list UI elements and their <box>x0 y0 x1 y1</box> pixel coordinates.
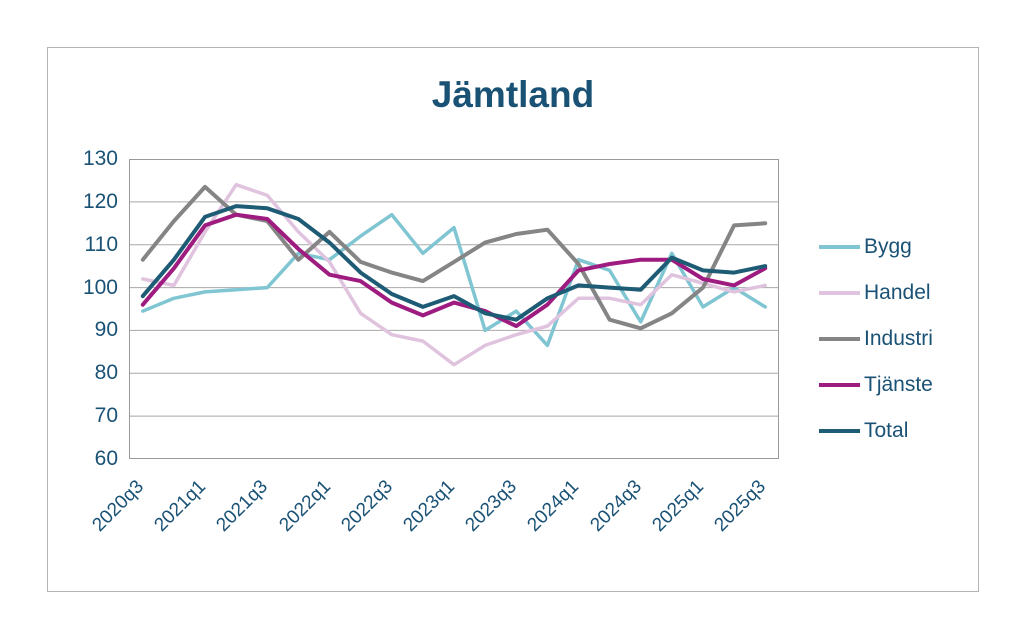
y-tick-label: 70 <box>94 404 118 428</box>
y-tick-label: 90 <box>94 318 118 342</box>
legend-swatch-bygg <box>819 244 860 249</box>
legend-item-total: Total <box>819 418 933 443</box>
legend-label: Industri <box>864 326 933 350</box>
legend-item-handel: Handel <box>819 280 933 305</box>
series-line-tjänste <box>140 212 768 329</box>
series-line-handel <box>141 182 767 367</box>
plot-border <box>129 159 779 459</box>
y-tick-label: 80 <box>94 361 118 385</box>
legend-swatch-handel <box>819 290 860 295</box>
y-tick-label: 130 <box>82 147 118 170</box>
chart-frame: Jämtland 130 120 110 100 90 80 70 60 2020q3 2021… <box>47 47 979 592</box>
legend-swatch-total <box>819 428 860 433</box>
legend-swatch-industri <box>819 336 860 341</box>
series-line-bygg <box>141 212 767 348</box>
y-tick-label: 110 <box>84 232 118 256</box>
legend-label: Bygg <box>864 234 912 258</box>
y-tick-label: 100 <box>82 275 118 299</box>
legend-label: Tjänste <box>864 372 933 396</box>
legend-swatch-tjänste <box>819 382 860 387</box>
legend-item-bygg: Bygg <box>819 234 933 259</box>
y-tick-label: 120 <box>82 189 118 213</box>
series-line-total <box>140 204 768 322</box>
legend-item-tjänste: Tjänste <box>819 372 933 397</box>
legend: Bygg Handel Industri Tjänste Total <box>819 234 933 443</box>
y-tick-label: 60 <box>94 447 118 470</box>
line-plot <box>129 159 779 459</box>
legend-label: Handel <box>864 280 931 304</box>
legend-label: Total <box>864 418 909 442</box>
legend-item-industri: Industri <box>819 326 933 351</box>
chart-title: Jämtland <box>431 74 595 115</box>
